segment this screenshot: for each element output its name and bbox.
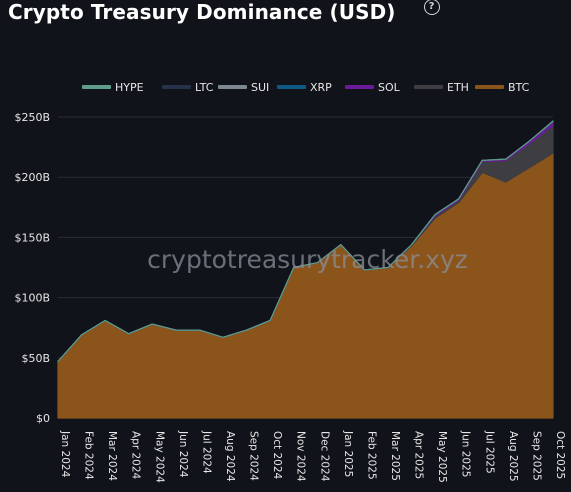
x-tick-label: Feb 2024 (83, 431, 95, 480)
y-tick-label: $250B (14, 111, 50, 124)
x-tick-label: May 2025 (436, 431, 448, 483)
legend-label-ltc: LTC (195, 81, 214, 94)
x-tick-label: Jul 2024 (200, 430, 212, 474)
x-tick-label: May 2024 (153, 431, 165, 483)
x-tick-label: Jan 2025 (342, 430, 354, 477)
x-tick-label: Dec 2024 (318, 431, 330, 482)
y-tick-label: $150B (14, 231, 50, 244)
x-tick-label: Oct 2025 (554, 431, 566, 479)
x-tick-label: Mar 2025 (389, 431, 401, 481)
area-series-btc (57, 152, 554, 419)
x-tick-label: Aug 2025 (507, 431, 519, 482)
x-tick-label: Mar 2024 (106, 431, 118, 481)
y-tick-label: $200B (14, 171, 50, 184)
legend-label-sol: SOL (378, 81, 401, 94)
legend-label-btc: BTC (508, 81, 530, 94)
x-tick-label: Sep 2025 (530, 431, 542, 481)
question-circle-icon[interactable]: ? (423, 0, 440, 15)
x-tick-label: Jul 2025 (483, 430, 495, 474)
x-tick-label: Jan 2024 (59, 430, 71, 478)
x-tick-label: Apr 2025 (413, 431, 425, 479)
area-series-hype (57, 120, 554, 363)
x-tick-label: Sep 2024 (248, 431, 260, 481)
legend-swatch-btc (475, 85, 504, 89)
legend-swatch-sui (218, 85, 247, 89)
legend-swatch-xrp (277, 85, 306, 89)
x-tick-label: Jun 2024 (177, 430, 189, 478)
legend-label-sui: SUI (251, 81, 269, 94)
y-tick-label: $50B (21, 352, 50, 365)
x-tick-label: Oct 2024 (271, 431, 283, 480)
legend-label-eth: ETH (447, 81, 469, 94)
x-tick-label: Aug 2024 (224, 431, 236, 482)
x-tick-label: Apr 2024 (130, 431, 142, 480)
legend-swatch-eth (414, 85, 443, 89)
legend-label-hype: HYPE (115, 81, 144, 94)
x-tick-label: Jun 2025 (460, 430, 472, 477)
chart-header: Crypto Treasury Dominance (USD) ? (8, 0, 440, 24)
legend-label-xrp: XRP (310, 81, 332, 94)
legend-swatch-sol (345, 85, 374, 89)
legend-swatch-ltc (162, 85, 191, 89)
legend-swatch-hype (82, 85, 111, 89)
y-tick-label: $100B (14, 292, 50, 305)
chart-title: Crypto Treasury Dominance (USD) (8, 0, 396, 24)
watermark-text: cryptotreasurytracker.xyz (147, 245, 468, 274)
x-tick-label: Nov 2024 (295, 431, 307, 482)
x-tick-label: Feb 2025 (365, 431, 377, 480)
y-tick-label: $0 (36, 412, 50, 425)
